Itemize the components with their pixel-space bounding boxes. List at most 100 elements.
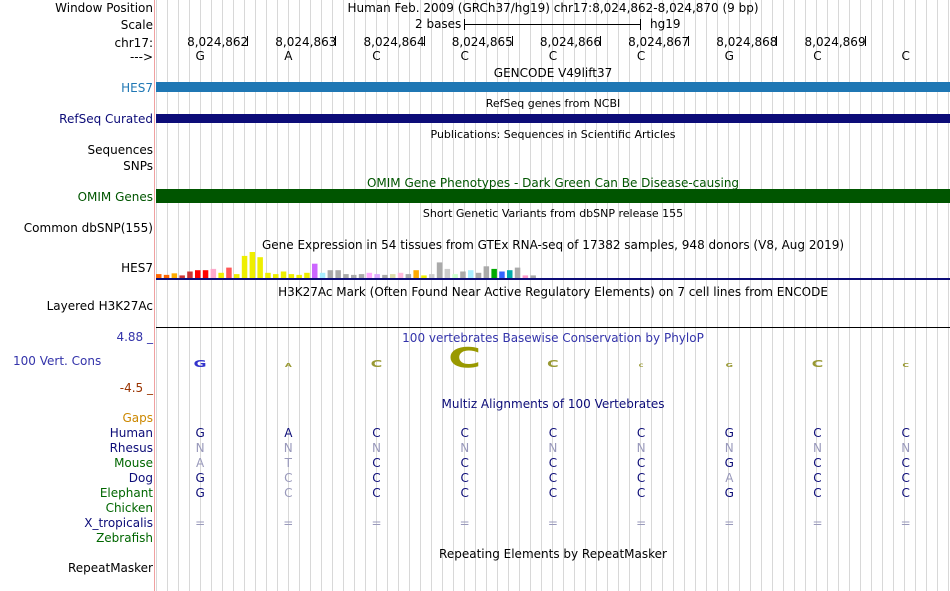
conservation-glyph[interactable]: C [448, 341, 481, 374]
gtex-tissue-bar[interactable] [483, 266, 490, 278]
gtex-tissue-bar[interactable] [499, 271, 505, 279]
species-label[interactable]: Zebrafish [96, 531, 153, 545]
gtex-tissue-bar[interactable] [397, 272, 404, 278]
gtex-tissue-bar[interactable] [288, 274, 295, 278]
window-position-label: Window Position [55, 1, 153, 15]
aligned-base: G [724, 486, 734, 500]
gtex-tissue-bar[interactable] [218, 272, 224, 278]
conservation-glyph[interactable]: C [371, 359, 383, 370]
gtex-tissue-bar[interactable] [436, 262, 443, 278]
gtex-tissue-bar[interactable] [163, 274, 170, 278]
snps-track-label[interactable]: SNPs [123, 159, 153, 173]
species-label[interactable]: Human [109, 426, 153, 440]
species-label[interactable]: X_tropicalis [84, 516, 153, 530]
conservation-glyph[interactable]: G [726, 362, 733, 369]
conservation-track-label[interactable]: 100 Vert. Cons [13, 354, 102, 368]
omim-feature[interactable] [156, 189, 950, 203]
gtex-tissue-bar[interactable] [530, 275, 536, 278]
gridline [937, 0, 938, 591]
aligned-base: C [813, 426, 822, 440]
gtex-tissue-bar[interactable] [514, 267, 521, 278]
gtex-tissue-bar[interactable] [273, 274, 279, 278]
gtex-tissue-bar[interactable] [468, 270, 474, 278]
conservation-glyph[interactable]: C [902, 362, 909, 369]
gtex-tissue-bar[interactable] [327, 270, 334, 278]
gtex-tissue-bar[interactable] [210, 268, 217, 278]
refseq-track-label[interactable]: RefSeq Curated [59, 112, 153, 126]
gtex-tissue-bar[interactable] [351, 274, 357, 278]
gtex-tissue-bar[interactable] [405, 274, 412, 278]
gtex-tissue-bar[interactable] [382, 274, 388, 278]
gtex-tissue-bar[interactable] [358, 274, 365, 278]
gtex-tissue-bar[interactable] [265, 272, 271, 278]
gaps-track-label[interactable]: Gaps [122, 411, 153, 425]
gtex-tissue-bar[interactable] [304, 272, 310, 278]
aligned-base: = [547, 516, 558, 530]
gtex-tissue-bar[interactable] [156, 274, 162, 278]
gtex-tissue-bar[interactable] [366, 272, 373, 278]
aligned-base: N [724, 441, 734, 455]
aligned-base: C [636, 486, 646, 500]
gtex-tissue-bar[interactable] [319, 272, 326, 278]
h3k27ac-track-label[interactable]: Layered H3K27Ac [46, 299, 153, 313]
species-label[interactable]: Rhesus [109, 441, 153, 455]
gtex-tissue-bar[interactable] [249, 252, 256, 278]
gtex-tissue-bar[interactable] [429, 274, 435, 278]
conservation-glyph[interactable]: G [194, 359, 207, 370]
gtex-tissue-bar[interactable] [202, 270, 209, 278]
conservation-glyph[interactable]: C [639, 364, 644, 368]
repeatmasker-track-label[interactable]: RepeatMasker [67, 561, 153, 575]
hes7-gencode-feature[interactable] [156, 82, 950, 92]
gridline [508, 0, 509, 591]
scale-bar-left-tick [464, 19, 465, 30]
gtex-tissue-bar[interactable] [335, 270, 341, 278]
gtex-tissue-bar[interactable] [234, 274, 240, 278]
gtex-tissue-bar[interactable] [444, 268, 451, 278]
gtex-tissue-bar[interactable] [507, 270, 513, 278]
species-label[interactable]: Elephant [99, 486, 153, 500]
gtex-tissue-bar[interactable] [452, 274, 458, 278]
gtex-tissue-bar[interactable] [374, 274, 380, 278]
species-label[interactable]: Dog [128, 471, 153, 485]
gtex-tissue-bar[interactable] [226, 267, 232, 278]
gtex-tissue-bar[interactable] [179, 275, 185, 278]
gtex-tissue-bar[interactable] [343, 274, 349, 278]
gtex-tissue-bar[interactable] [296, 274, 302, 278]
species-label[interactable]: Mouse [114, 456, 153, 470]
gtex-tissue-bar[interactable] [475, 272, 482, 278]
dbsnp-track-label[interactable]: Common dbSNP(155) [23, 221, 153, 235]
gtex-tissue-bar[interactable] [312, 263, 318, 278]
gtex-expression-chart[interactable] [156, 250, 950, 282]
gtex-tissue-bar[interactable] [241, 255, 248, 278]
aligned-base: = [195, 516, 206, 530]
refseq-feature[interactable] [156, 114, 950, 123]
gtex-track-label[interactable]: HES7 [121, 261, 153, 275]
chrom-label: chr17: [114, 36, 153, 50]
gridline [772, 0, 773, 591]
gtex-tissue-bar[interactable] [421, 275, 427, 278]
gencode-track-label[interactable]: HES7 [121, 81, 153, 95]
species-label[interactable]: Chicken [105, 501, 153, 515]
gridline [673, 0, 674, 591]
conservation-glyph[interactable]: C [547, 359, 559, 370]
omim-track-label[interactable]: OMIM Genes [77, 190, 153, 204]
gtex-tissue-bar[interactable] [171, 273, 178, 278]
aligned-base: = [636, 516, 647, 530]
gtex-tissue-bar[interactable] [280, 271, 287, 279]
aligned-base: C [372, 471, 381, 485]
gtex-tissue-bar[interactable] [195, 270, 201, 278]
conservation-glyph[interactable]: A [285, 362, 292, 369]
gtex-tissue-bar[interactable] [187, 271, 193, 279]
gtex-tissue-bar[interactable] [413, 270, 419, 278]
gtex-tissue-bar[interactable] [257, 257, 263, 278]
sequences-track-label[interactable]: Sequences [87, 143, 153, 157]
position-title[interactable]: Human Feb. 2009 (GRCh37/hg19) chr17:8,02… [347, 1, 759, 15]
gtex-tissue-bar[interactable] [522, 275, 529, 278]
gtex-tissue-bar[interactable] [460, 271, 466, 279]
gridline [805, 0, 806, 591]
aligned-base: C [636, 471, 646, 485]
gtex-tissue-bar[interactable] [491, 268, 497, 278]
gtex-tissue-bar[interactable] [390, 274, 396, 278]
conservation-glyph[interactable]: C [812, 359, 824, 370]
